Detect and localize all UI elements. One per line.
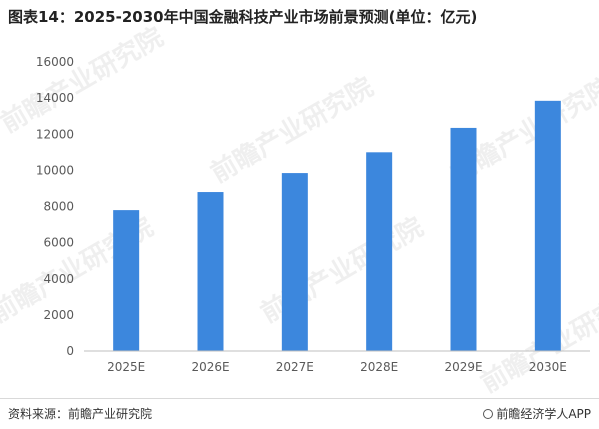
x-tick-label: 2029E [444, 360, 482, 374]
brand-logo-icon [483, 409, 494, 419]
bar-2029E [450, 127, 477, 351]
y-tick-label: 16000 [36, 55, 74, 69]
bar-2028E [366, 152, 393, 351]
credit-text: 前瞻经济学人APP [496, 407, 591, 421]
x-axis: 2025E 2026E 2027E 2028E 2029E 2030E [107, 360, 567, 374]
source-note: 资料来源：前瞻产业研究院 [8, 407, 153, 421]
y-axis: 0 2000 4000 6000 8000 10000 12000 14000 16000 [36, 55, 74, 358]
bar-2027E [281, 173, 308, 351]
x-tick-label: 2030E [529, 360, 567, 374]
bar-2030E [534, 100, 561, 351]
y-tick-label: 8000 [43, 200, 74, 214]
credit: 前瞻经济学人APP [483, 405, 591, 422]
y-tick-label: 6000 [43, 236, 74, 250]
footer: 资料来源：前瞻产业研究院 前瞻经济学人APP [0, 398, 599, 429]
y-tick-label: 2000 [43, 308, 74, 322]
x-tick-label: 2028E [360, 360, 398, 374]
bar-2026E [197, 192, 224, 351]
x-tick-label: 2026E [191, 360, 229, 374]
bar-2025E [113, 210, 140, 351]
bars [113, 100, 561, 351]
bar-chart: 0 2000 4000 6000 8000 10000 12000 14000 16000 20… [36, 55, 590, 374]
y-tick-label: 14000 [36, 91, 74, 105]
y-tick-label: 0 [66, 344, 74, 358]
x-tick-label: 2025E [107, 360, 145, 374]
y-tick-label: 4000 [43, 272, 74, 286]
y-tick-label: 12000 [36, 127, 74, 141]
x-tick-label: 2027E [276, 360, 314, 374]
y-tick-label: 10000 [36, 163, 74, 177]
chart-title: 图表14：2025-2030年中国金融科技产业市场前景预测(单位：亿元) [8, 8, 478, 26]
